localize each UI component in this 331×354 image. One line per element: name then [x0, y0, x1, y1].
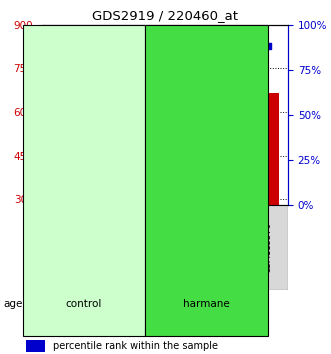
Bar [26, 340, 45, 352]
Text: ▶: ▶ [28, 299, 36, 309]
Text: GSM113374: GSM113374 [181, 222, 190, 273]
Text: harmane: harmane [183, 299, 230, 309]
Text: count: count [53, 324, 80, 333]
Bar [215, 54, 238, 205]
Bar [134, 157, 156, 205]
Bar [125, 205, 166, 290]
Point [102, 35, 107, 40]
Bar [52, 95, 75, 205]
Text: GSM113366: GSM113366 [100, 222, 109, 273]
Text: GSM113367: GSM113367 [141, 222, 150, 273]
Point [142, 58, 148, 64]
Bar [43, 205, 84, 290]
Text: percentile rank within the sample: percentile rank within the sample [53, 341, 217, 351]
Point [183, 63, 189, 69]
Bar [247, 205, 288, 290]
Title: GDS2919 / 220460_at: GDS2919 / 220460_at [92, 9, 239, 22]
Bar [256, 93, 279, 205]
Bar [26, 322, 45, 335]
Text: agent: agent [3, 299, 33, 309]
Bar [93, 38, 116, 205]
Text: GSM113365: GSM113365 [59, 222, 68, 273]
Text: GSM113376: GSM113376 [263, 222, 272, 273]
Bar [84, 205, 125, 290]
Bar [166, 205, 206, 290]
Bar [175, 194, 197, 205]
Point [265, 44, 270, 49]
Text: GSM113375: GSM113375 [222, 222, 231, 273]
Bar [206, 205, 247, 290]
Point [61, 45, 66, 51]
Point [224, 35, 229, 40]
Text: control: control [66, 299, 102, 309]
